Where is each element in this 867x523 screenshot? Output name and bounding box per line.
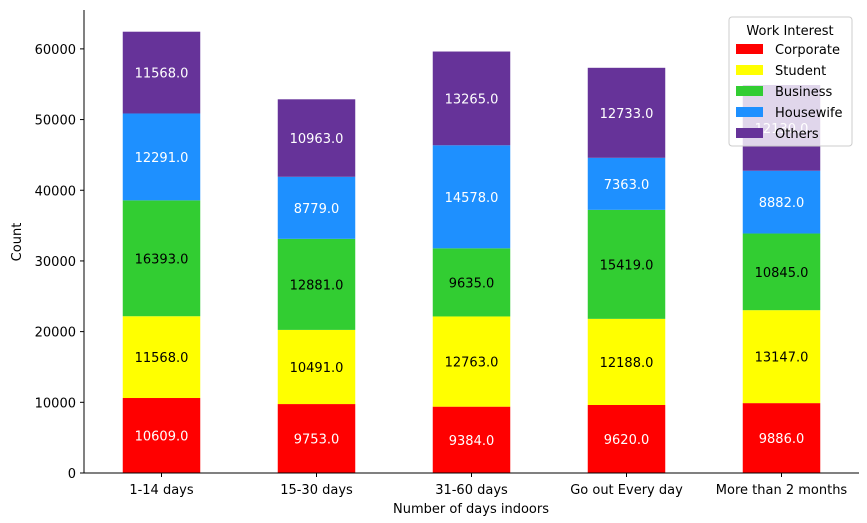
bar-label-business-1: 12881.0 bbox=[290, 278, 344, 293]
bar-student-0 bbox=[122, 316, 201, 399]
legend-label-student: Student bbox=[775, 64, 826, 79]
bar-label-others-2: 13265.0 bbox=[445, 92, 499, 107]
bar-label-student-2: 12763.0 bbox=[445, 356, 499, 371]
bar-label-others-0: 11568.0 bbox=[135, 67, 189, 82]
legend-items: Corporate Student Business Housewife Others bbox=[736, 43, 843, 142]
bar-label-student-1: 10491.0 bbox=[290, 361, 344, 376]
bar-label-housewife-2: 14578.0 bbox=[445, 191, 499, 206]
bar-student-4 bbox=[742, 310, 821, 404]
bar-label-others-3: 12733.0 bbox=[600, 107, 654, 122]
legend-title: Work Interest bbox=[746, 24, 833, 39]
bar-student-2 bbox=[432, 316, 511, 407]
bar-labels-group: 10609.0 9753.0 9384.0 9620.0 9886.0 11568.0 10… bbox=[135, 67, 809, 449]
bar-housewife-0 bbox=[122, 113, 201, 201]
y-tick-label: 60000 bbox=[35, 43, 76, 58]
y-axis-title: Count bbox=[10, 223, 25, 262]
bar-business-1 bbox=[277, 238, 356, 330]
bar-housewife-1 bbox=[277, 176, 356, 239]
x-tick-label: More than 2 months bbox=[716, 483, 848, 498]
bar-housewife-4 bbox=[742, 170, 821, 234]
bar-corporate-0 bbox=[122, 398, 201, 473]
y-tick-label: 40000 bbox=[35, 184, 76, 199]
bar-student-1 bbox=[277, 329, 356, 405]
y-tick-label: 50000 bbox=[35, 114, 76, 129]
bar-label-business-0: 16393.0 bbox=[135, 252, 189, 267]
x-tick-label: Go out Every day bbox=[570, 483, 683, 498]
legend-swatch-others bbox=[736, 128, 763, 138]
bar-label-corporate-0: 10609.0 bbox=[135, 430, 189, 445]
bar-corporate-4 bbox=[742, 403, 821, 473]
y-tick-label: 0 bbox=[68, 467, 76, 482]
bar-housewife-2 bbox=[432, 145, 511, 249]
bar-label-student-3: 12188.0 bbox=[600, 356, 654, 371]
bar-label-student-4: 13147.0 bbox=[755, 351, 809, 366]
bar-label-housewife-0: 12291.0 bbox=[135, 151, 189, 166]
y-tick-label: 30000 bbox=[35, 255, 76, 270]
bar-business-4 bbox=[742, 233, 821, 311]
bar-business-2 bbox=[432, 248, 511, 317]
bar-label-housewife-4: 8882.0 bbox=[759, 196, 805, 211]
bar-housewife-3 bbox=[587, 157, 666, 210]
legend-label-others: Others bbox=[775, 127, 819, 142]
bar-others-0 bbox=[122, 31, 201, 114]
x-ticks-group: 1-14 days 15-30 days 31-60 days Go out Ever… bbox=[129, 473, 847, 498]
y-tick-label: 20000 bbox=[35, 326, 76, 341]
bar-corporate-3 bbox=[587, 404, 666, 473]
bar-others-3 bbox=[587, 67, 666, 158]
bar-corporate-1 bbox=[277, 404, 356, 473]
bar-label-others-1: 10963.0 bbox=[290, 132, 344, 147]
bar-label-corporate-4: 9886.0 bbox=[759, 432, 805, 447]
legend-label-corporate: Corporate bbox=[775, 43, 840, 58]
x-tick-label: 1-14 days bbox=[129, 483, 194, 498]
legend-label-business: Business bbox=[775, 85, 833, 100]
bar-label-student-0: 11568.0 bbox=[135, 351, 189, 366]
bar-label-corporate-1: 9753.0 bbox=[294, 433, 340, 448]
x-tick-label: 31-60 days bbox=[435, 483, 508, 498]
legend-swatch-housewife bbox=[736, 107, 763, 117]
bar-label-business-3: 15419.0 bbox=[600, 258, 654, 273]
bar-others-2 bbox=[432, 51, 511, 146]
y-ticks-group: 0 10000 20000 30000 40000 50000 60000 bbox=[35, 43, 84, 482]
legend-swatch-business bbox=[736, 86, 763, 96]
legend: Work Interest Corporate Student Business Ho… bbox=[728, 16, 853, 147]
bar-business-0 bbox=[122, 200, 201, 317]
bar-label-business-2: 9635.0 bbox=[449, 276, 495, 291]
bar-label-housewife-1: 8779.0 bbox=[294, 202, 340, 217]
bar-label-business-4: 10845.0 bbox=[755, 266, 809, 281]
bar-business-3 bbox=[587, 209, 666, 319]
x-axis-title: Number of days indoors bbox=[393, 502, 549, 517]
legend-label-housewife: Housewife bbox=[775, 106, 843, 121]
legend-swatch-corporate bbox=[736, 44, 763, 54]
x-tick-label: 15-30 days bbox=[280, 483, 353, 498]
bar-label-corporate-3: 9620.0 bbox=[604, 433, 650, 448]
bar-corporate-2 bbox=[432, 406, 511, 473]
y-tick-label: 10000 bbox=[35, 396, 76, 411]
bar-others-1 bbox=[277, 99, 356, 177]
bar-label-housewife-3: 7363.0 bbox=[604, 178, 650, 193]
bar-student-3 bbox=[587, 318, 666, 405]
bar-label-corporate-2: 9384.0 bbox=[449, 434, 495, 449]
legend-swatch-student bbox=[736, 65, 763, 75]
